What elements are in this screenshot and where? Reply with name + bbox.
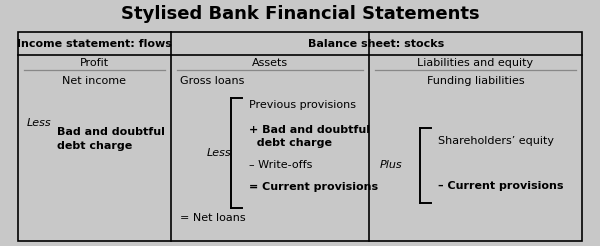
- Text: = Net loans: = Net loans: [180, 213, 245, 223]
- Text: Liabilities and equity: Liabilities and equity: [418, 58, 533, 68]
- Text: Previous provisions: Previous provisions: [249, 100, 356, 110]
- Text: + Bad and doubtful: + Bad and doubtful: [249, 125, 370, 135]
- Text: Net income: Net income: [62, 76, 127, 86]
- Text: Gross loans: Gross loans: [180, 76, 244, 86]
- Text: debt charge: debt charge: [57, 141, 132, 151]
- Text: Balance sheet: stocks: Balance sheet: stocks: [308, 39, 445, 49]
- Text: Assets: Assets: [252, 58, 288, 68]
- Text: Income statement: flows: Income statement: flows: [17, 39, 172, 49]
- Text: Profit: Profit: [80, 58, 109, 68]
- Text: Less: Less: [27, 118, 52, 128]
- Text: Less: Less: [207, 148, 232, 158]
- Text: debt charge: debt charge: [249, 138, 332, 148]
- Text: Stylised Bank Financial Statements: Stylised Bank Financial Statements: [121, 4, 479, 23]
- Text: Bad and doubtful: Bad and doubtful: [57, 127, 165, 137]
- Text: – Current provisions: – Current provisions: [438, 181, 563, 191]
- Text: Plus: Plus: [380, 160, 403, 170]
- Text: Shareholders’ equity: Shareholders’ equity: [438, 137, 554, 146]
- Bar: [18, 32, 582, 241]
- Text: Funding liabilities: Funding liabilities: [427, 76, 524, 86]
- Text: – Write-offs: – Write-offs: [249, 160, 313, 170]
- Text: = Current provisions: = Current provisions: [249, 182, 378, 192]
